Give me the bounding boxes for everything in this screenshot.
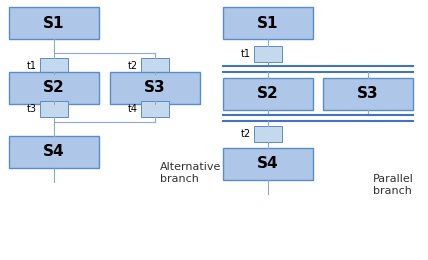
Text: t3: t3 [27, 104, 37, 114]
Text: t2: t2 [128, 61, 138, 71]
Text: S2: S2 [43, 81, 65, 95]
FancyBboxPatch shape [110, 72, 200, 104]
Text: Parallel
branch: Parallel branch [373, 174, 414, 196]
FancyBboxPatch shape [9, 136, 99, 168]
FancyBboxPatch shape [223, 78, 313, 110]
FancyBboxPatch shape [141, 101, 169, 117]
Text: S1: S1 [257, 16, 279, 30]
FancyBboxPatch shape [254, 126, 282, 142]
Text: t1: t1 [27, 61, 37, 71]
FancyBboxPatch shape [141, 58, 169, 74]
FancyBboxPatch shape [9, 72, 99, 104]
FancyBboxPatch shape [9, 7, 99, 39]
FancyBboxPatch shape [254, 46, 282, 62]
FancyBboxPatch shape [223, 148, 313, 180]
Text: t2: t2 [241, 129, 251, 139]
Text: S3: S3 [144, 81, 166, 95]
FancyBboxPatch shape [223, 7, 313, 39]
Text: S4: S4 [43, 145, 65, 159]
Text: t4: t4 [128, 104, 138, 114]
Text: S3: S3 [357, 87, 379, 101]
Text: t1: t1 [241, 49, 251, 59]
FancyBboxPatch shape [40, 58, 68, 74]
FancyBboxPatch shape [40, 101, 68, 117]
Text: Alternative
branch: Alternative branch [160, 162, 221, 184]
Text: S4: S4 [257, 157, 279, 172]
Text: S2: S2 [257, 87, 279, 101]
Text: S1: S1 [43, 16, 65, 30]
FancyBboxPatch shape [323, 78, 413, 110]
